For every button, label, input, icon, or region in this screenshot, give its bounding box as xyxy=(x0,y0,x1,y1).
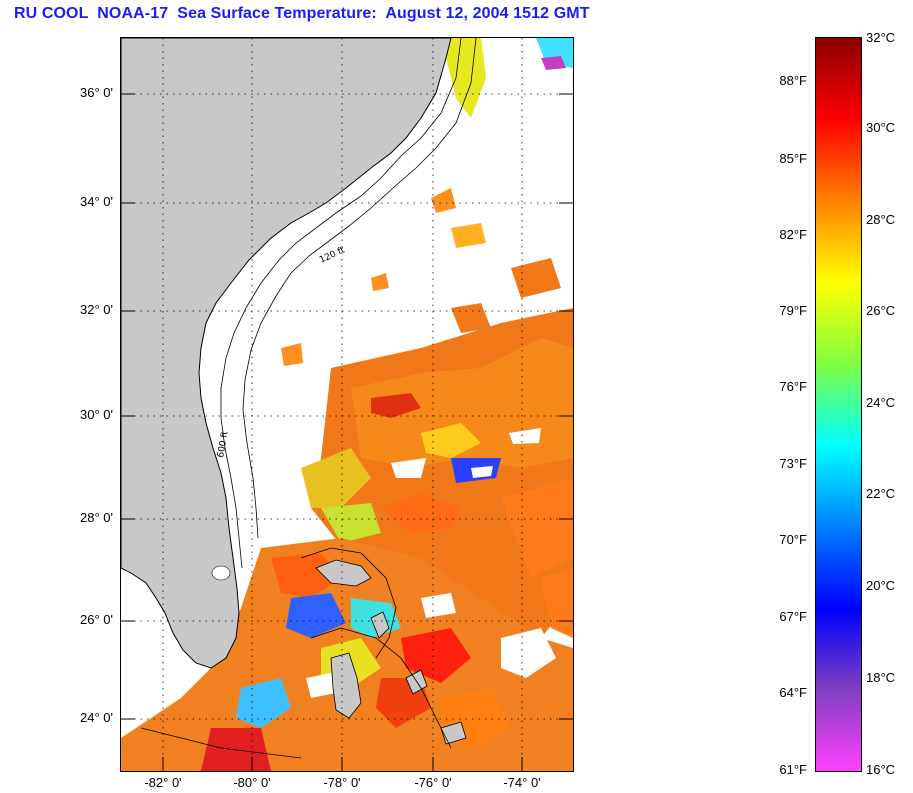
land-mass xyxy=(121,38,452,669)
colorbar-c-16: 16°C xyxy=(866,762,896,777)
axis-ticks xyxy=(121,93,573,771)
lon-label-82: -82° 0' xyxy=(144,775,182,790)
colorbar-c-26: 26°C xyxy=(866,303,896,318)
isobath-contours xyxy=(140,38,477,759)
colorbar-c-18: 18°C xyxy=(866,670,896,685)
colorbar-f-82: 82°F xyxy=(779,227,807,242)
colorbar-f-67: 67°F xyxy=(779,609,807,624)
colorbar-f-73: 73°F xyxy=(779,456,807,471)
colorbar-f-88: 88°F xyxy=(779,73,807,88)
colorbar-f-79: 79°F xyxy=(779,303,807,318)
temperature-colorbar xyxy=(815,37,862,772)
colorbar-c-32: 32°C xyxy=(866,30,896,45)
map-title: RU COOL NOAA-17 Sea Surface Temperature:… xyxy=(14,5,590,22)
colorbar-f-70: 70°F xyxy=(779,532,807,547)
colorbar-c-24: 24°C xyxy=(866,395,896,410)
lat-label-26: 26° 0' xyxy=(80,612,113,627)
lat-label-34: 34° 0' xyxy=(80,194,113,209)
lon-label-76: -76° 0' xyxy=(414,775,452,790)
isobath-label-600: 600 ft xyxy=(216,430,231,458)
colorbar-c-30: 30°C xyxy=(866,120,896,135)
colorbar-c-28: 28°C xyxy=(866,212,896,227)
colorbar-c-22: 22°C xyxy=(866,486,896,501)
lat-label-28: 28° 0' xyxy=(80,510,113,525)
colorbar-f-64: 64°F xyxy=(779,685,807,700)
lake-okeechobee xyxy=(211,565,231,581)
lat-label-36: 36° 0' xyxy=(80,85,113,100)
colorbar-f-61: 61°F xyxy=(779,762,807,777)
isobath-label-120: 120 ft xyxy=(318,245,347,265)
lat-label-32: 32° 0' xyxy=(80,302,113,317)
lon-label-74: -74° 0' xyxy=(503,775,541,790)
colorbar-f-76: 76°F xyxy=(779,379,807,394)
bahamas-islands xyxy=(315,559,467,745)
lat-label-30: 30° 0' xyxy=(80,407,113,422)
colorbar-f-85: 85°F xyxy=(779,151,807,166)
sst-southern-water xyxy=(121,538,573,771)
lon-label-80: -80° 0' xyxy=(233,775,271,790)
sst-warm-water xyxy=(301,308,573,678)
sst-map-canvas: 120 ft 600 ft xyxy=(121,38,573,771)
sst-northern-patches xyxy=(281,38,573,366)
lon-label-78: -78° 0' xyxy=(323,775,361,790)
lat-label-24: 24° 0' xyxy=(80,710,113,725)
colorbar-c-20: 20°C xyxy=(866,578,896,593)
sst-map: 120 ft 600 ft xyxy=(120,37,574,772)
